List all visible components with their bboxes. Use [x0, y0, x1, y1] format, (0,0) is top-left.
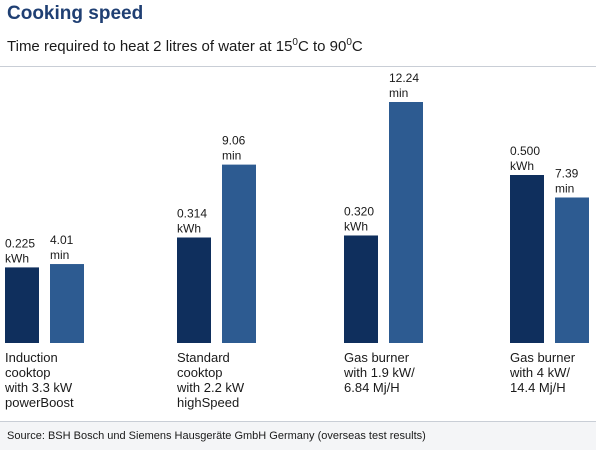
data-label-unit: kWh [344, 219, 368, 233]
bar-min-3 [555, 197, 589, 343]
category-label: Gas burner [344, 350, 410, 365]
data-label-value: 9.06 [222, 134, 246, 148]
data-label-value: 12.24 [389, 71, 419, 85]
data-label-unit: kWh [5, 251, 29, 265]
bar-kWh-2 [344, 235, 378, 343]
category-label: with 3.3 kW [4, 380, 73, 395]
category-label: powerBoost [5, 395, 74, 410]
data-label-value: 0.320 [344, 204, 374, 218]
category-label: with 1.9 kW/ [343, 365, 415, 380]
data-label-unit: min [222, 149, 241, 163]
bottom-divider [0, 421, 596, 422]
bar-kWh-1 [177, 237, 211, 343]
bar-kWh-0 [5, 267, 39, 343]
data-label-unit: kWh [510, 159, 534, 173]
data-label-value: 7.39 [555, 166, 579, 180]
data-label-value: 0.314 [177, 206, 207, 220]
category-label: Induction [5, 350, 58, 365]
source-note: Source: BSH Bosch und Siemens Hausgeräte… [7, 430, 426, 442]
data-label-unit: min [389, 86, 408, 100]
category-label: with 2.2 kW [176, 380, 245, 395]
category-label: cooktop [177, 365, 223, 380]
category-label: Standard [177, 350, 230, 365]
data-label-unit: min [50, 248, 69, 262]
data-label-value: 0.500 [510, 144, 540, 158]
category-label: Gas burner [510, 350, 576, 365]
data-label-value: 4.01 [50, 233, 74, 247]
chart-title: Cooking speed [7, 3, 144, 24]
bar-min-0 [50, 264, 84, 343]
category-label: 6.84 Mj/H [344, 380, 400, 395]
category-label: highSpeed [177, 395, 239, 410]
bar-kWh-3 [510, 175, 544, 343]
top-divider [0, 66, 596, 67]
data-label-unit: kWh [177, 221, 201, 235]
data-label-unit: min [555, 181, 574, 195]
data-label-value: 0.225 [5, 236, 35, 250]
source-band [0, 422, 596, 450]
category-label: with 4 kW/ [509, 365, 570, 380]
bar-min-1 [222, 164, 256, 343]
bar-min-2 [389, 102, 423, 343]
chart-subtitle: Time required to heat 2 litres of water … [7, 37, 363, 55]
category-label: cooktop [5, 365, 51, 380]
category-label: 14.4 Mj/H [510, 380, 566, 395]
